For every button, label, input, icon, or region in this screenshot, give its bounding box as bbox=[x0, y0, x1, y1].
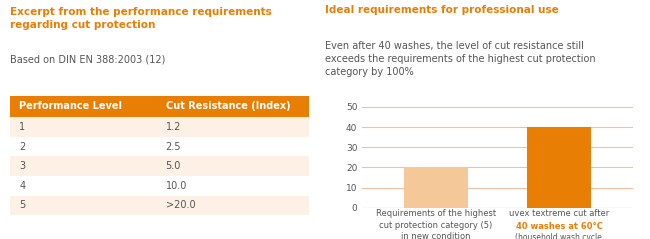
Text: Ideal requirements for professional use: Ideal requirements for professional use bbox=[325, 5, 559, 15]
Text: 2: 2 bbox=[19, 141, 25, 152]
Text: Requirements of the highest
cut protection category (5)
in new condition: Requirements of the highest cut protecti… bbox=[376, 209, 496, 239]
Text: uvex textreme cut after: uvex textreme cut after bbox=[509, 209, 610, 218]
Text: 1.2: 1.2 bbox=[166, 122, 181, 132]
FancyBboxPatch shape bbox=[10, 176, 309, 196]
FancyBboxPatch shape bbox=[10, 196, 309, 215]
Bar bbox=[527, 127, 592, 208]
FancyBboxPatch shape bbox=[10, 156, 309, 176]
Text: Performance Level: Performance Level bbox=[19, 101, 122, 111]
Text: 4: 4 bbox=[19, 181, 25, 191]
FancyBboxPatch shape bbox=[10, 117, 309, 137]
Text: 40 washes at 60°C: 40 washes at 60°C bbox=[516, 222, 603, 231]
Text: 5.0: 5.0 bbox=[166, 161, 181, 171]
Text: 5: 5 bbox=[19, 200, 25, 210]
Text: >20.0: >20.0 bbox=[166, 200, 195, 210]
Text: Cut Resistance (Index): Cut Resistance (Index) bbox=[166, 101, 291, 111]
Text: 10.0: 10.0 bbox=[166, 181, 187, 191]
Bar bbox=[404, 168, 468, 208]
Text: 2.5: 2.5 bbox=[166, 141, 181, 152]
Text: 3: 3 bbox=[19, 161, 25, 171]
FancyBboxPatch shape bbox=[10, 137, 309, 156]
FancyBboxPatch shape bbox=[10, 96, 309, 117]
Text: Based on DIN EN 388:2003 (12): Based on DIN EN 388:2003 (12) bbox=[10, 55, 165, 65]
Text: 1: 1 bbox=[19, 122, 25, 132]
Text: Even after 40 washes, the level of cut resistance still
exceeds the requirements: Even after 40 washes, the level of cut r… bbox=[325, 41, 596, 77]
Text: Excerpt from the performance requirements
regarding cut protection: Excerpt from the performance requirement… bbox=[10, 7, 271, 30]
Text: (household wash cycle,
tumble drying ⊙): (household wash cycle, tumble drying ⊙) bbox=[515, 233, 604, 239]
